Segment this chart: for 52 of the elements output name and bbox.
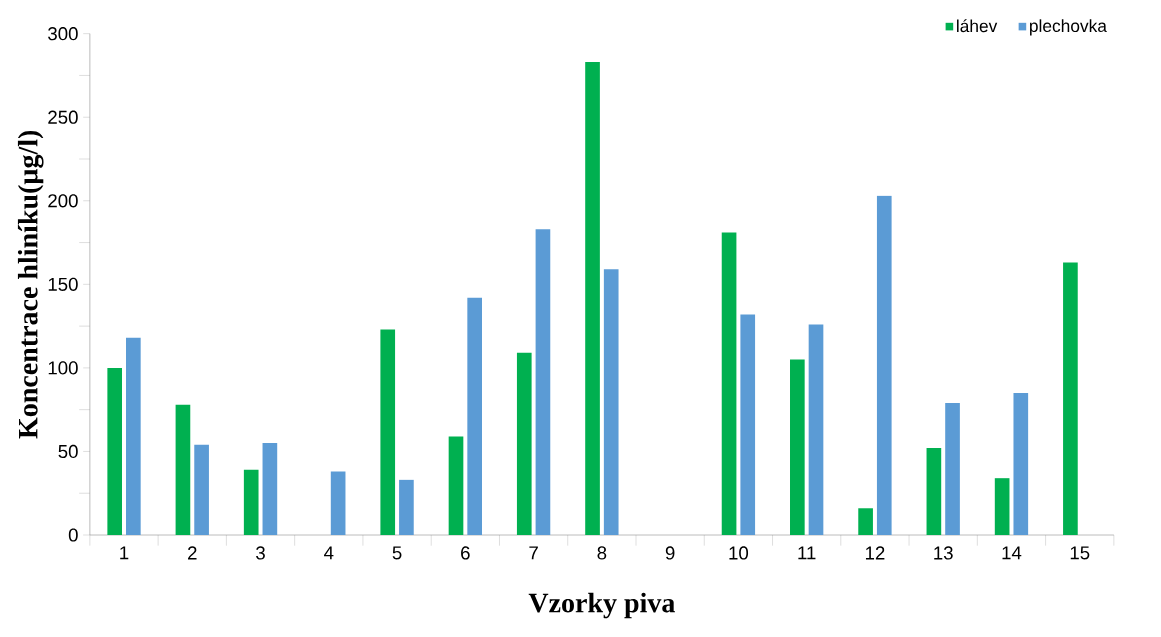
bar (1063, 262, 1078, 535)
bar (994, 478, 1010, 535)
bar (721, 232, 737, 535)
x-tick-label: 3 (256, 546, 265, 560)
bar (330, 471, 346, 535)
bar (603, 269, 619, 535)
x-tick-label: 13 (934, 546, 953, 560)
legend-label: láhev (957, 19, 998, 33)
bar (535, 229, 551, 535)
bar (448, 436, 464, 535)
bar (740, 314, 756, 535)
bar (945, 402, 960, 535)
x-tick-label: 2 (188, 546, 197, 560)
bar (808, 324, 824, 535)
x-tick-label: 10 (729, 546, 749, 560)
x-tick-label: 12 (865, 546, 885, 560)
y-tick-label: 0 (68, 528, 78, 542)
x-tick-label: 15 (1070, 546, 1090, 560)
x-tick-label: 6 (461, 546, 470, 560)
bar (516, 352, 532, 535)
bar (380, 329, 396, 535)
bar (1013, 392, 1029, 535)
legend-label: plechovka (1029, 19, 1107, 36)
y-tick-label: 300 (48, 27, 78, 41)
y-tick-label: 50 (58, 444, 78, 459)
x-tick-label: 9 (665, 546, 675, 560)
bar (243, 469, 259, 535)
x-tick-label: 7 (529, 546, 538, 560)
y-tick-label: 200 (48, 194, 78, 208)
x-axis-title: Vzorky piva (528, 592, 675, 619)
bar (876, 195, 892, 535)
bar (175, 404, 191, 535)
y-axis-title: Koncentrace hliníku(µg/l) (17, 130, 44, 439)
y-tick-label: 100 (48, 361, 78, 375)
bar (858, 508, 873, 535)
bar (107, 367, 123, 535)
x-tick-label: 4 (324, 546, 334, 560)
bar (585, 62, 600, 535)
x-tick-label: 14 (1002, 546, 1022, 560)
bar (399, 479, 414, 535)
bar (790, 359, 805, 535)
bar (262, 443, 278, 535)
x-tick-label: 11 (798, 546, 816, 560)
y-tick-label: 250 (48, 110, 78, 124)
bar (194, 444, 209, 535)
bar (467, 297, 482, 535)
x-tick-label: 5 (392, 546, 402, 560)
x-tick-label: 8 (597, 546, 607, 560)
bar (926, 448, 942, 535)
y-tick-label: 150 (48, 277, 78, 291)
x-tick-label: 1 (120, 546, 129, 560)
bar (126, 337, 141, 535)
